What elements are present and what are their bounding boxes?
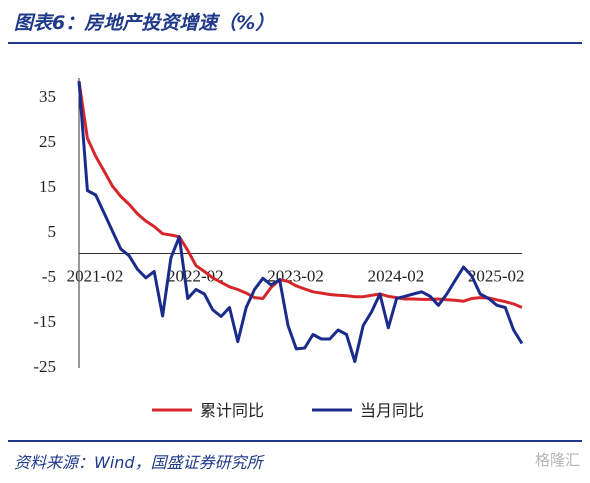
- x-tick-label: 2021-02: [67, 267, 124, 286]
- legend: 累计同比 当月同比: [152, 401, 424, 420]
- x-tick-labels: 2021-02 2022-02 2023-02 2024-02 2025-02: [67, 267, 525, 286]
- series-line-2: [77, 81, 524, 363]
- chart-title: 图表6：房地产投资增速（%）: [14, 12, 275, 34]
- source-note: 资料来源：Wind，国盛证券研究所: [14, 453, 263, 472]
- y-tick-labels: 35 25 15 5 -5 -15 -25: [33, 87, 56, 376]
- y-tick-label: 25: [39, 132, 56, 151]
- watermark: 格隆汇: [534, 451, 580, 469]
- x-tick-label: 2024-02: [368, 267, 425, 286]
- y-tick-label: -15: [33, 312, 56, 331]
- legend-label-1: 累计同比: [200, 401, 264, 420]
- y-tick-label: -5: [42, 267, 56, 286]
- series-lines: [77, 80, 524, 363]
- title-rule: [8, 42, 582, 44]
- y-tick-label: -25: [33, 357, 56, 376]
- y-tick-label: 5: [48, 222, 57, 241]
- legend-label-2: 当月同比: [360, 401, 424, 420]
- footer-rule: [8, 440, 582, 442]
- series-line-1: [77, 80, 523, 309]
- x-tick-label: 2025-02: [468, 267, 525, 286]
- y-tick-label: 15: [39, 177, 56, 196]
- x-tick-label: 2022-02: [167, 267, 224, 286]
- y-tick-label: 35: [39, 87, 56, 106]
